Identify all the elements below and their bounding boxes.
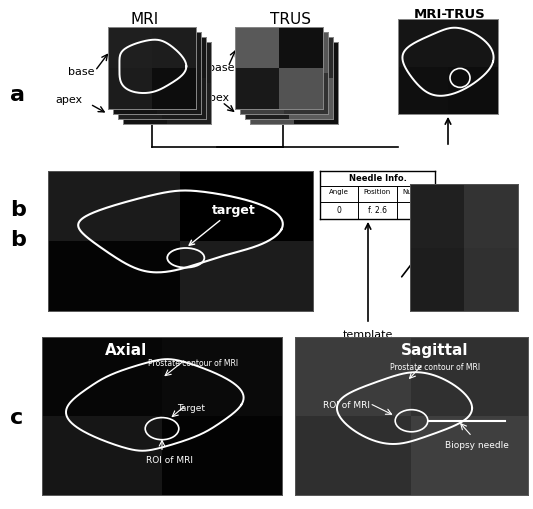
Text: b: b bbox=[10, 230, 26, 249]
Text: MRI: MRI bbox=[131, 12, 159, 27]
Text: 0: 0 bbox=[336, 205, 342, 214]
Text: Number: Number bbox=[402, 188, 430, 194]
Text: c: c bbox=[10, 407, 23, 427]
Text: Needle Info.: Needle Info. bbox=[349, 174, 407, 183]
Text: ROI of MRI: ROI of MRI bbox=[146, 456, 193, 465]
Text: Angle: Angle bbox=[329, 188, 349, 194]
Text: Prostate contour of MRI: Prostate contour of MRI bbox=[390, 362, 480, 372]
Text: Target: Target bbox=[177, 404, 205, 413]
Text: a: a bbox=[10, 85, 25, 105]
Text: Axial: Axial bbox=[105, 342, 147, 357]
Text: Prostate contour of MRI: Prostate contour of MRI bbox=[148, 358, 238, 367]
Text: template
coordinates: template coordinates bbox=[335, 329, 401, 352]
Text: base: base bbox=[68, 67, 94, 77]
Text: MRI-TRUS
fusion image: MRI-TRUS fusion image bbox=[401, 8, 498, 38]
Text: f. 2.6: f. 2.6 bbox=[368, 205, 387, 214]
Text: base: base bbox=[208, 63, 235, 73]
Text: Sagittal: Sagittal bbox=[401, 342, 469, 357]
Text: b: b bbox=[10, 200, 26, 219]
Text: 2: 2 bbox=[414, 205, 418, 214]
Text: TRUS: TRUS bbox=[270, 12, 311, 27]
Text: apex: apex bbox=[55, 95, 82, 105]
Text: Position: Position bbox=[364, 188, 391, 194]
Text: ROI of MRI: ROI of MRI bbox=[323, 401, 370, 409]
Text: Biopsy needle: Biopsy needle bbox=[445, 440, 508, 449]
Text: apex: apex bbox=[202, 93, 229, 103]
Text: target: target bbox=[189, 204, 255, 246]
